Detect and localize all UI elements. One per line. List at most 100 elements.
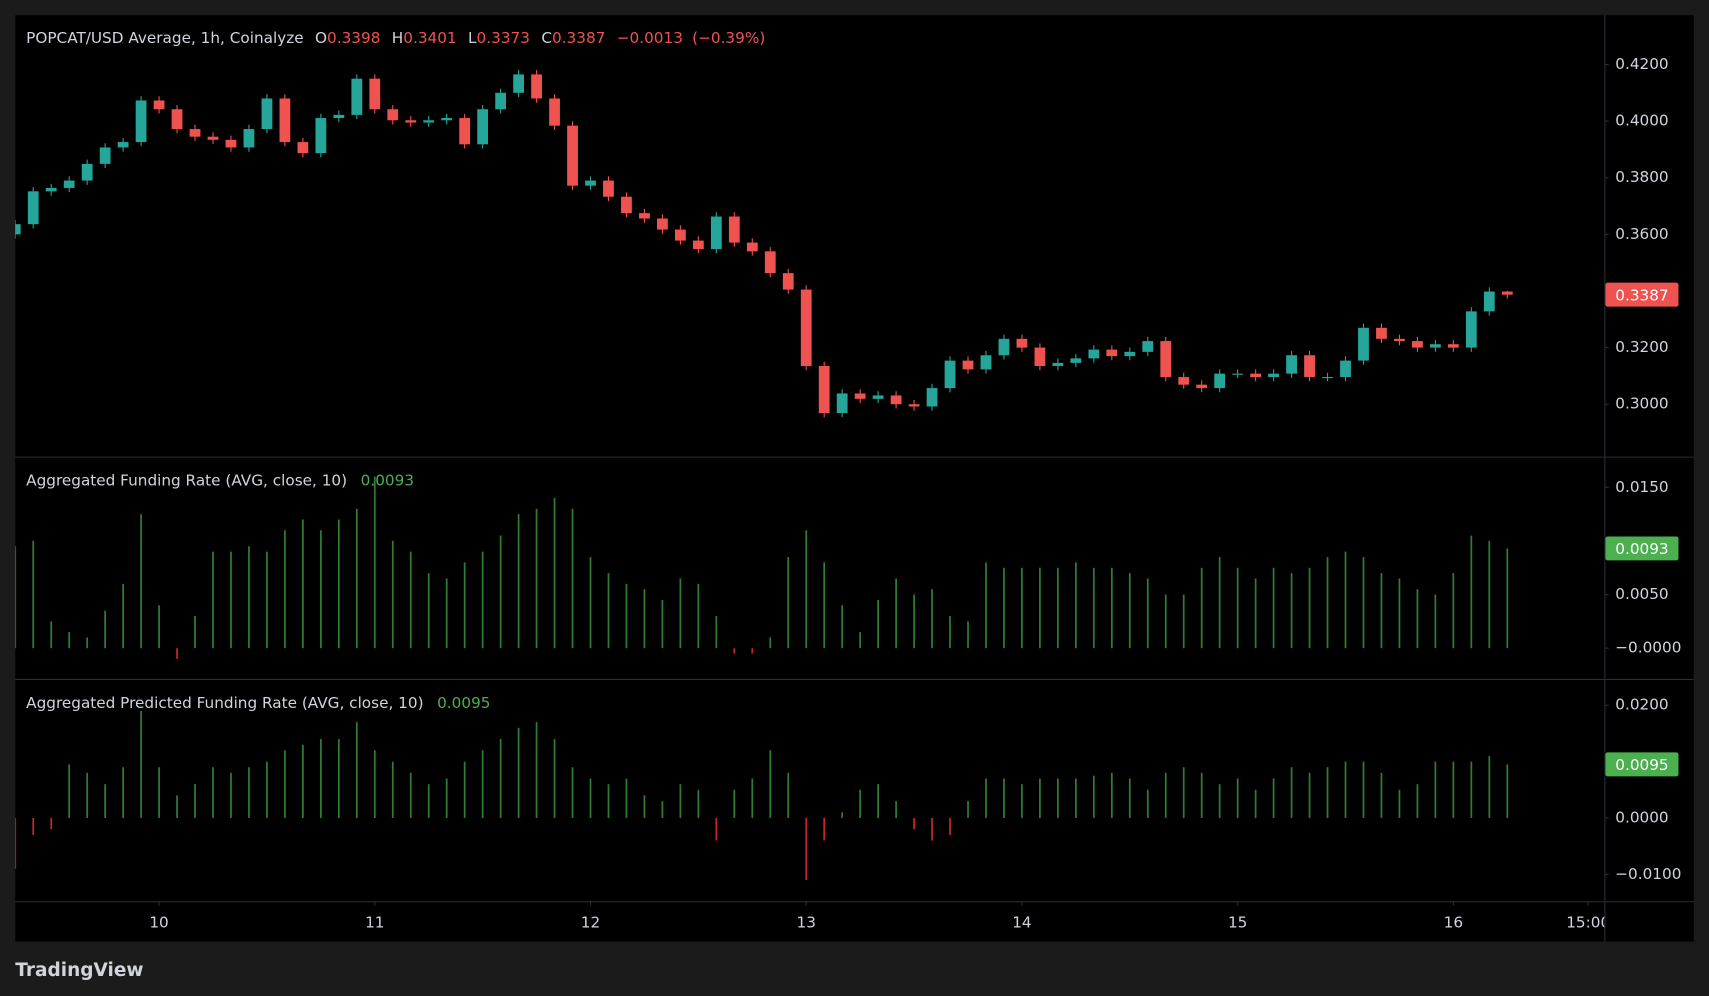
- close-label: C: [541, 29, 552, 47]
- candle-body: [81, 163, 93, 181]
- candle-body: [171, 109, 183, 130]
- chart-area: [15, 15, 1694, 942]
- brand-logo[interactable]: TradingView: [15, 959, 143, 980]
- y-tick-label: 0.0000: [1615, 808, 1668, 826]
- y-tick-label: 0.4200: [1615, 55, 1668, 73]
- candle-body: [1214, 373, 1226, 389]
- high-value: 0.3401: [403, 29, 456, 47]
- y-tick-label: 0.4000: [1615, 112, 1668, 130]
- candle-body: [279, 98, 291, 143]
- candle-body: [1088, 349, 1100, 359]
- candle-body: [549, 98, 560, 126]
- x-tick-label: 12: [581, 913, 600, 931]
- last-price-tag: [1605, 282, 1679, 307]
- candle-body: [513, 74, 524, 93]
- candle-body: [1465, 311, 1477, 348]
- candle-body: [1501, 291, 1513, 295]
- candle-body: [45, 187, 57, 192]
- candle-body: [836, 393, 848, 413]
- current-value-tag: [1605, 536, 1679, 561]
- indicator-value: 0.0095: [437, 693, 490, 711]
- y-tick-label: 0.3800: [1615, 168, 1668, 186]
- x-tick-label: 10: [149, 913, 168, 931]
- candle-body: [674, 229, 686, 241]
- candle-body: [962, 360, 974, 370]
- candle-body: [27, 191, 39, 225]
- y-tick-label: 0.3600: [1615, 225, 1668, 243]
- candle-body: [243, 129, 255, 148]
- candle-body: [441, 118, 453, 121]
- candle-body: [477, 109, 489, 145]
- candle-body: [117, 142, 129, 148]
- candle-body: [980, 355, 992, 370]
- y-tick-label: 0.0150: [1615, 478, 1668, 496]
- candle-body: [908, 404, 920, 407]
- candle-body: [657, 218, 668, 230]
- pane-legend: POPCAT/USD Average, 1h, Coinalyze O0.339…: [26, 29, 765, 47]
- candle-body: [1429, 344, 1441, 348]
- candle-body: [944, 360, 956, 389]
- candle-body: [1268, 373, 1279, 378]
- candle-body: [387, 109, 399, 121]
- candle-body: [782, 273, 794, 290]
- y-tick-label: 0.3000: [1615, 395, 1668, 413]
- candle-body: [459, 118, 471, 145]
- candle-body: [1052, 362, 1064, 367]
- y-tick-label: 0.0050: [1615, 585, 1668, 603]
- candle-body: [728, 216, 740, 243]
- candle-body: [585, 180, 596, 186]
- candle-body: [153, 100, 165, 110]
- plot-marks: 10 11 12 13 14 15 16 15:00: [15, 70, 1610, 931]
- candle-body: [405, 120, 417, 123]
- candle-body: [15, 224, 21, 235]
- candle-body: [998, 338, 1010, 356]
- candle-body: [1304, 355, 1315, 378]
- candle-body: [1070, 358, 1082, 363]
- y-tick-label: 0.3200: [1615, 338, 1668, 356]
- candle-body: [351, 78, 363, 115]
- candle-body: [315, 118, 327, 154]
- x-tick-label: 15:00: [1566, 913, 1610, 931]
- candle-body: [1160, 341, 1172, 378]
- low-value: 0.3373: [477, 29, 530, 47]
- candle-body: [225, 139, 237, 148]
- candle-body: [764, 251, 776, 274]
- y-tick-label: 0.0200: [1615, 696, 1668, 714]
- indicator-value: 0.0093: [361, 471, 414, 489]
- candle-body: [1412, 341, 1423, 348]
- x-tick-label: 14: [1012, 913, 1031, 931]
- current-value-tag: [1605, 752, 1679, 777]
- candle-body: [1376, 327, 1387, 339]
- candle-body: [1034, 347, 1046, 367]
- candle-body: [1286, 355, 1297, 374]
- candle-body: [261, 98, 273, 130]
- candle-body: [621, 196, 632, 214]
- candle-body: [135, 100, 147, 143]
- x-tick-label: 11: [365, 913, 384, 931]
- candle-body: [1483, 291, 1495, 312]
- brand-name[interactable]: TradingView: [15, 959, 143, 980]
- y-tick-label: −0.0100: [1615, 865, 1681, 883]
- candle-body: [854, 393, 866, 399]
- candle-body: [639, 213, 650, 219]
- candle-body: [692, 240, 704, 250]
- candle-body: [99, 147, 111, 164]
- indicator-title: Aggregated Predicted Funding Rate (AVG, …: [26, 693, 423, 711]
- candle-body: [1232, 373, 1244, 375]
- open-value: 0.3398: [327, 29, 380, 47]
- symbol-title: POPCAT/USD Average, 1h, Coinalyze: [26, 29, 303, 47]
- candle-body: [1322, 377, 1333, 379]
- current-value-label: 0.0093: [1615, 540, 1668, 558]
- candle-body: [1447, 344, 1459, 348]
- candle-body: [567, 125, 578, 186]
- candle-body: [1016, 338, 1028, 348]
- candle-body: [423, 120, 435, 123]
- candle-body: [926, 388, 938, 407]
- candle-body: [1358, 327, 1369, 361]
- x-tick-label: 15: [1228, 913, 1247, 931]
- candle-body: [495, 92, 507, 110]
- candle-body: [531, 74, 542, 99]
- candle-body: [207, 136, 219, 140]
